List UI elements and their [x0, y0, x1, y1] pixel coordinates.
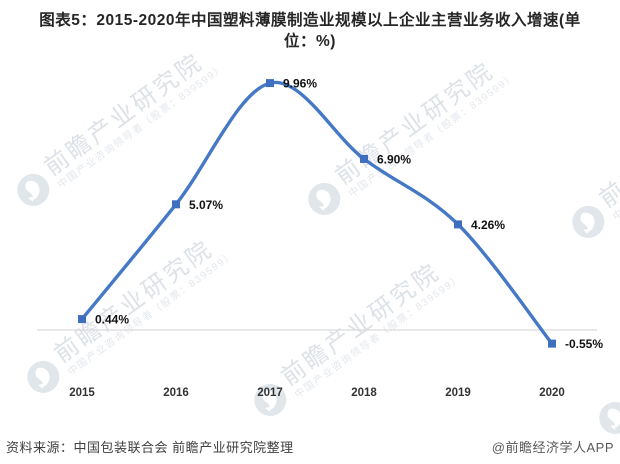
- data-point-label-2017: 9.96%: [283, 77, 317, 91]
- line-chart: 0.44% 2015 5.07% 2016 9.96% 2017 6.90% 2018 4.26…: [37, 77, 603, 399]
- data-point-marker-2018: [360, 154, 368, 163]
- chart-line: [80, 80, 554, 346]
- x-axis-label-2017: 2017: [257, 387, 283, 399]
- data-point-label-2018: 6.90%: [377, 152, 411, 166]
- chart-title: 图表5：2015-2020年中国塑料薄膜制造业规模以上企业主营业务收入增速(单 …: [0, 10, 620, 52]
- chart-title-line2: 位：%): [284, 33, 336, 50]
- data-point-label-2016: 5.07%: [189, 198, 223, 212]
- data-point-marker-2015: [78, 315, 86, 324]
- credit-text: @前瞻经济学人APP: [491, 440, 614, 455]
- x-axis-label-2019: 2019: [445, 387, 471, 399]
- data-point-marker-2019: [454, 220, 462, 229]
- data-point-label-2020: -0.55%: [565, 337, 603, 351]
- x-axis-label-2018: 2018: [351, 387, 377, 399]
- x-axis-label-2020: 2020: [539, 387, 565, 399]
- data-point-label-2015: 0.44%: [95, 313, 129, 327]
- x-axis-label-2016: 2016: [163, 387, 189, 399]
- data-point-marker-2016: [172, 200, 180, 209]
- data-point-marker-2020: [548, 339, 556, 348]
- data-point-marker-2017: [266, 79, 274, 88]
- x-axis-label-2015: 2015: [69, 387, 95, 399]
- chart-title-line1: 图表5：2015-2020年中国塑料薄膜制造业规模以上企业主营业务收入增速(单: [39, 12, 581, 29]
- data-point-label-2019: 4.26%: [471, 218, 505, 232]
- plot-area: 0.44% 2015 5.07% 2016 9.96% 2017 6.90% 2018 4.26…: [0, 55, 620, 415]
- footer: 资料来源：中国包装联合会 前瞻产业研究院整理 @前瞻经济学人APP: [0, 437, 620, 456]
- source-text: 资料来源：中国包装联合会 前瞻产业研究院整理: [6, 440, 294, 455]
